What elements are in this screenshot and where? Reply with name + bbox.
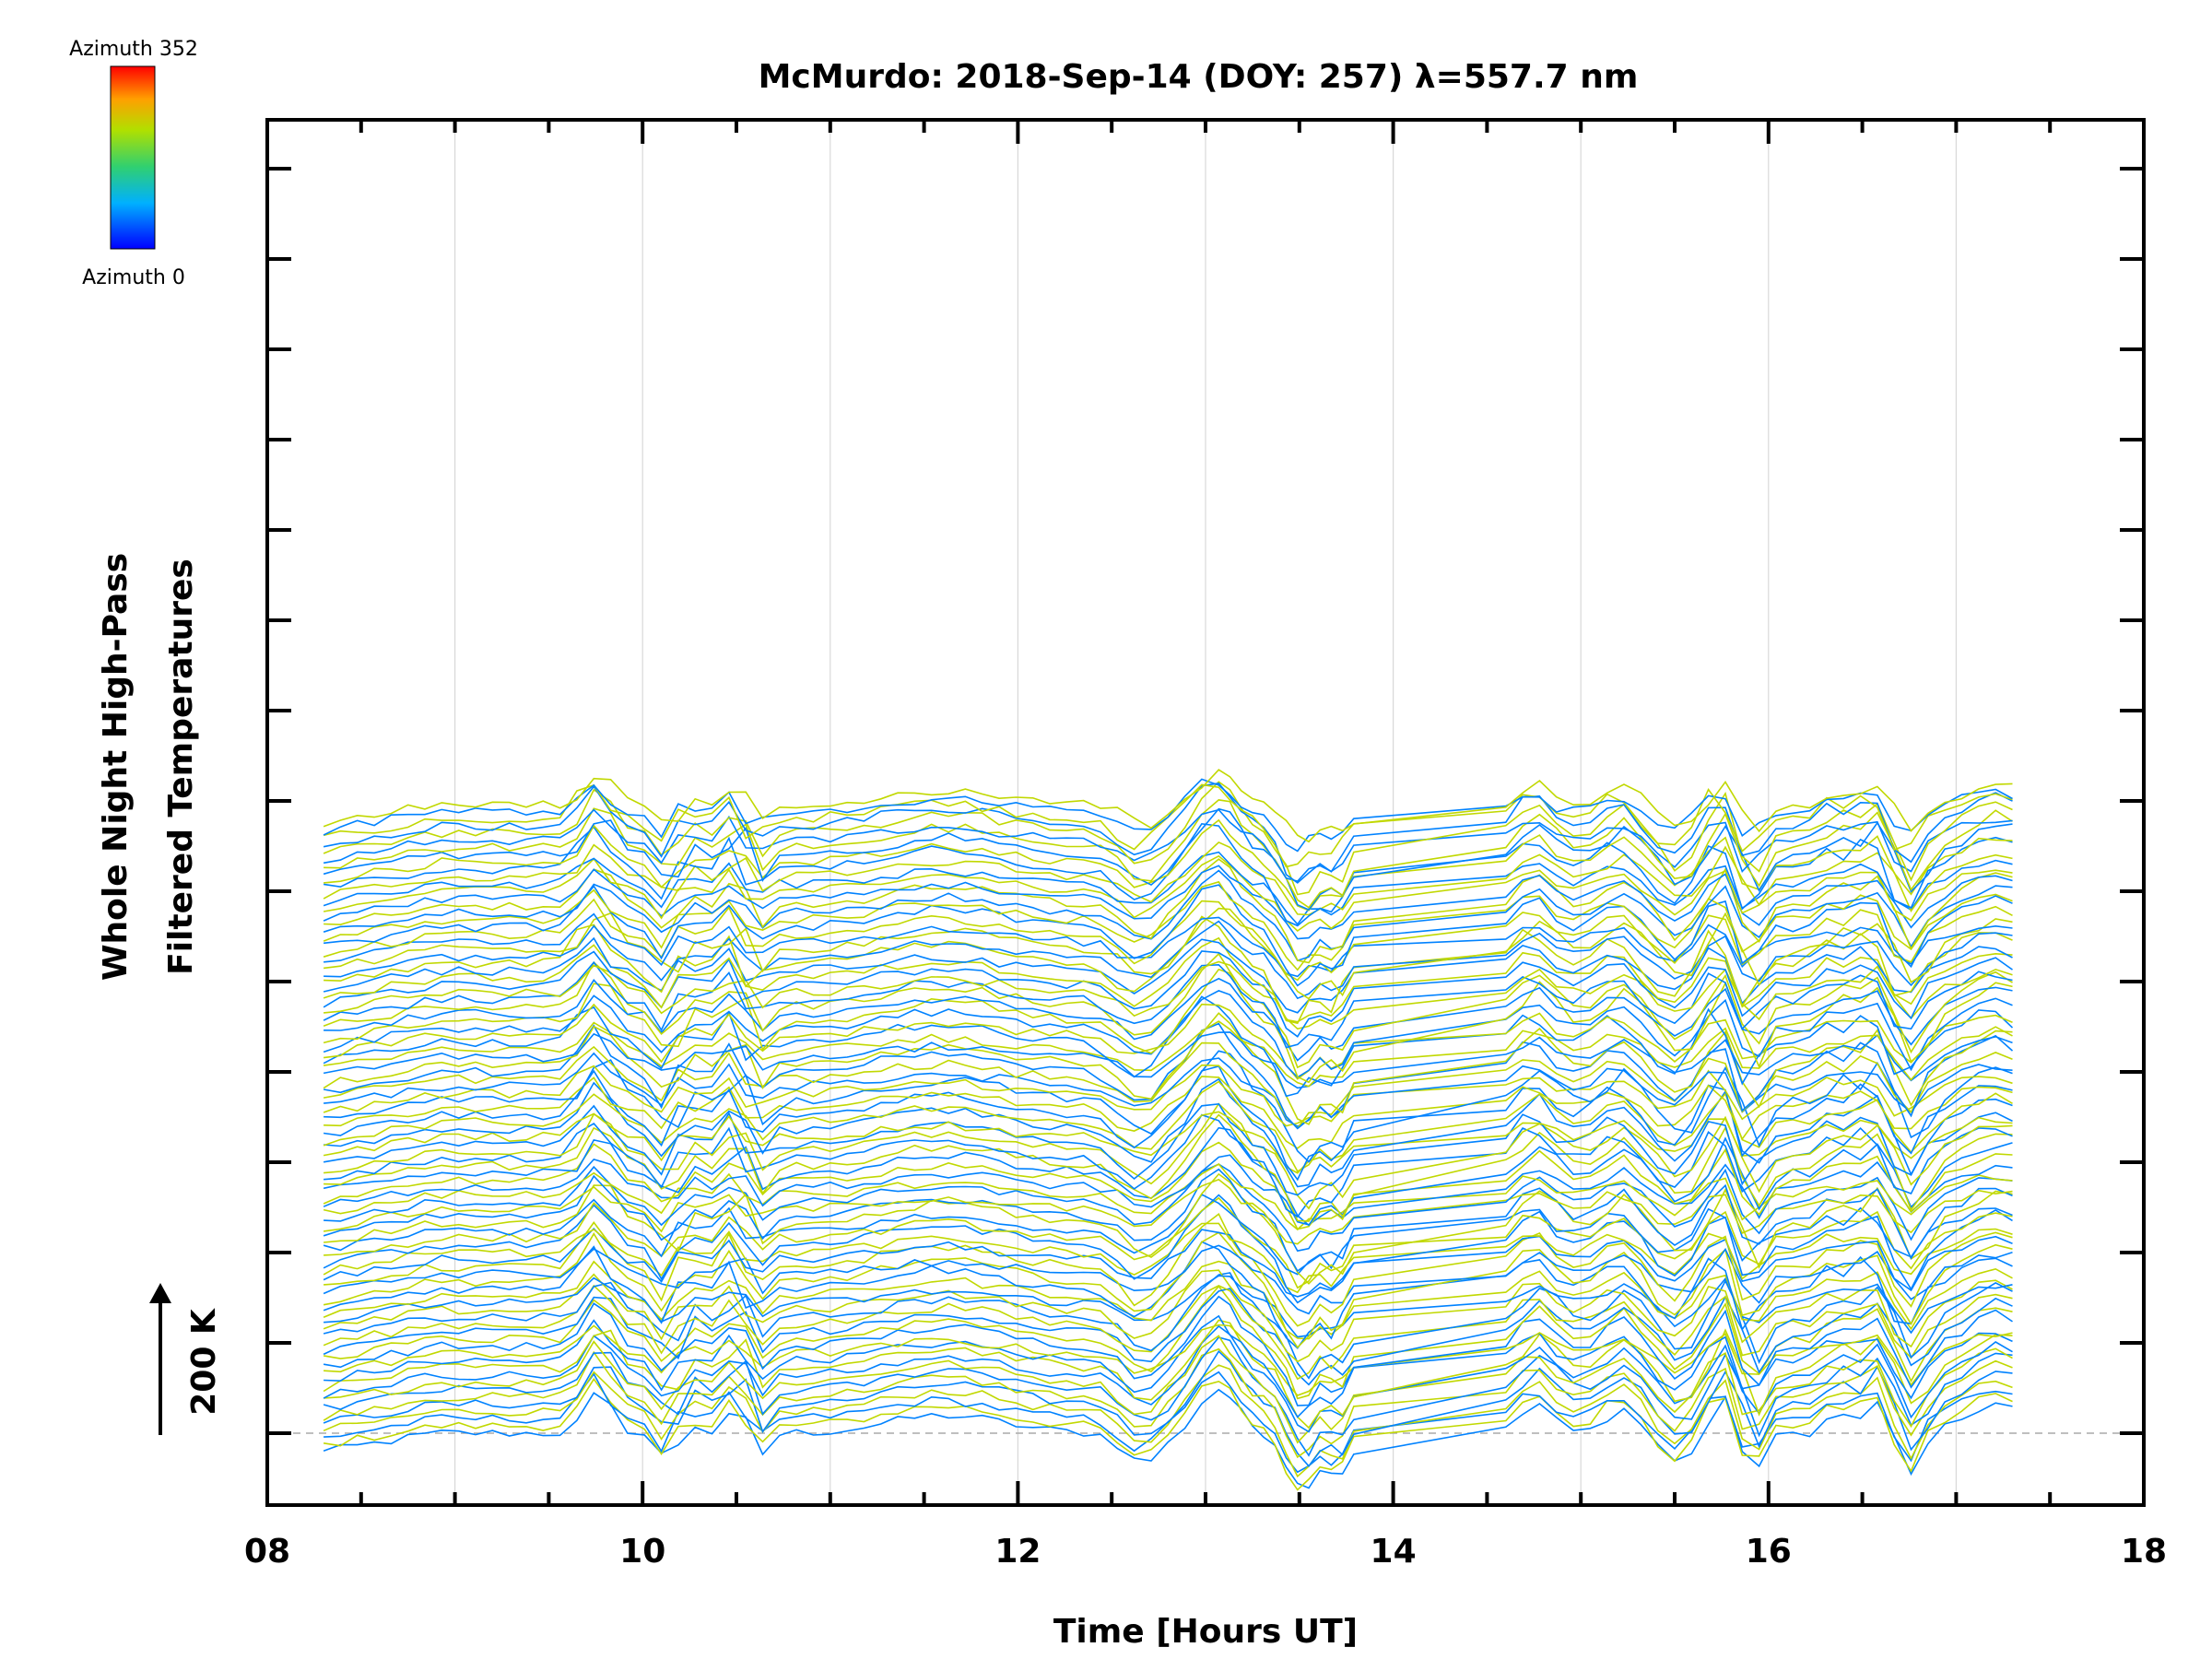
series-line (324, 920, 2013, 1000)
series-line (323, 1111, 2013, 1174)
grid (454, 120, 1957, 1505)
series-line (324, 799, 2013, 909)
series-line (324, 1077, 2013, 1188)
series-line (323, 1126, 2013, 1227)
series-line (323, 1020, 2013, 1088)
series-line (323, 782, 2013, 884)
series-line (324, 1371, 2013, 1474)
series-line (323, 1244, 2013, 1315)
series-line (324, 1275, 2013, 1338)
y-label-line2: Filtered Temperatures (162, 559, 200, 975)
series-line (324, 1003, 2013, 1080)
series-line (323, 841, 2013, 916)
colorbar-bottom-label: Azimuth 0 (82, 266, 185, 289)
series-line (323, 898, 2013, 982)
series-line (323, 1041, 2013, 1130)
series-line (323, 769, 2013, 843)
series-line (323, 1377, 2013, 1491)
series-line (323, 1141, 2013, 1230)
x-tick-label: 12 (994, 1533, 1041, 1571)
series-line (323, 1388, 2013, 1489)
colorbar: Azimuth 352 Azimuth 0 (69, 38, 198, 289)
series-line (324, 1163, 2013, 1253)
series-line (323, 1349, 2013, 1467)
x-tick-label: 16 (1746, 1533, 1792, 1571)
series-line (323, 1285, 2013, 1400)
x-tick-label: 14 (1371, 1533, 1417, 1571)
series-line (323, 880, 2013, 971)
series-line (323, 968, 2013, 1084)
series-line (323, 778, 2013, 853)
series-line (324, 1314, 2013, 1418)
series-line (324, 1076, 2013, 1149)
series-line (323, 1364, 2013, 1478)
series-line (323, 1178, 2013, 1245)
series-line (323, 950, 2013, 1038)
series-line (323, 1194, 2013, 1276)
series-line (323, 1222, 2013, 1294)
series-line (323, 1227, 2013, 1298)
series-line (324, 915, 2013, 1025)
series-line (323, 1194, 2013, 1304)
y-axis-label: Whole Night High-Pass Filtered Temperatu… (97, 553, 200, 981)
series-line (323, 1295, 2013, 1406)
series-line (323, 990, 2013, 1078)
series-group (323, 769, 2014, 1491)
colorbar-gradient (110, 65, 156, 250)
series-line (323, 995, 2014, 1098)
x-tick-label: 18 (2121, 1533, 2167, 1571)
y-label-line1: Whole Night High-Pass (97, 553, 135, 981)
series-line (323, 1065, 2013, 1182)
chart-title: McMurdo: 2018-Sep-14 (DOY: 257) λ=557.7 … (759, 58, 1639, 96)
series-line (323, 1102, 2013, 1196)
x-tick-label: 10 (619, 1533, 665, 1571)
x-tick-label: 08 (244, 1533, 290, 1571)
series-line (324, 1324, 2013, 1396)
series-line (323, 1168, 2013, 1273)
series-line (323, 869, 2013, 962)
series-line (323, 1260, 2013, 1340)
series-line (323, 1022, 2014, 1130)
series-line (323, 781, 2013, 896)
series-line (324, 1050, 2013, 1163)
series-line (324, 1196, 2013, 1289)
series-line (323, 1064, 2013, 1127)
series-line (324, 1335, 2013, 1444)
series-line (324, 1172, 2013, 1285)
scale-label: 200 K (185, 1308, 223, 1416)
series-line (324, 818, 2013, 912)
scale-arrow-head (149, 1283, 171, 1303)
series-line (324, 1113, 2013, 1218)
colorbar-top-label: Azimuth 352 (69, 38, 198, 61)
series-line (324, 884, 2013, 987)
x-tick-labels: 08 10 12 14 16 18 (244, 1533, 2167, 1571)
series-line (324, 1212, 2013, 1327)
ticks (265, 120, 2146, 1505)
series-line (323, 1162, 2013, 1231)
series-line (323, 1269, 2013, 1363)
series-line (323, 808, 2013, 883)
scale-indicator: 200 K (149, 1283, 223, 1435)
x-axis-label: Time [Hours UT] (1053, 1613, 1358, 1651)
series-line (323, 1347, 2013, 1459)
series-line (323, 960, 2013, 1049)
series-line (323, 1231, 2013, 1349)
series-line (323, 1154, 2013, 1226)
series-line (323, 1241, 2013, 1349)
